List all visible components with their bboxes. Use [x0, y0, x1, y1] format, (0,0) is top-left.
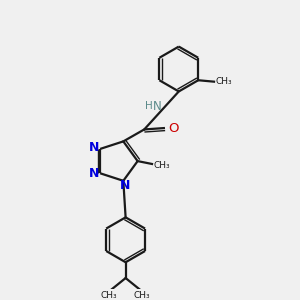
Text: CH₃: CH₃ [101, 291, 118, 300]
Text: CH₃: CH₃ [154, 161, 170, 170]
Text: N: N [88, 167, 99, 180]
Text: N: N [120, 179, 130, 193]
Text: H: H [145, 101, 152, 111]
Text: N: N [88, 141, 99, 154]
Text: O: O [168, 122, 179, 134]
Text: CH₃: CH₃ [216, 77, 232, 86]
Text: N: N [153, 100, 162, 112]
Text: CH₃: CH₃ [134, 291, 150, 300]
